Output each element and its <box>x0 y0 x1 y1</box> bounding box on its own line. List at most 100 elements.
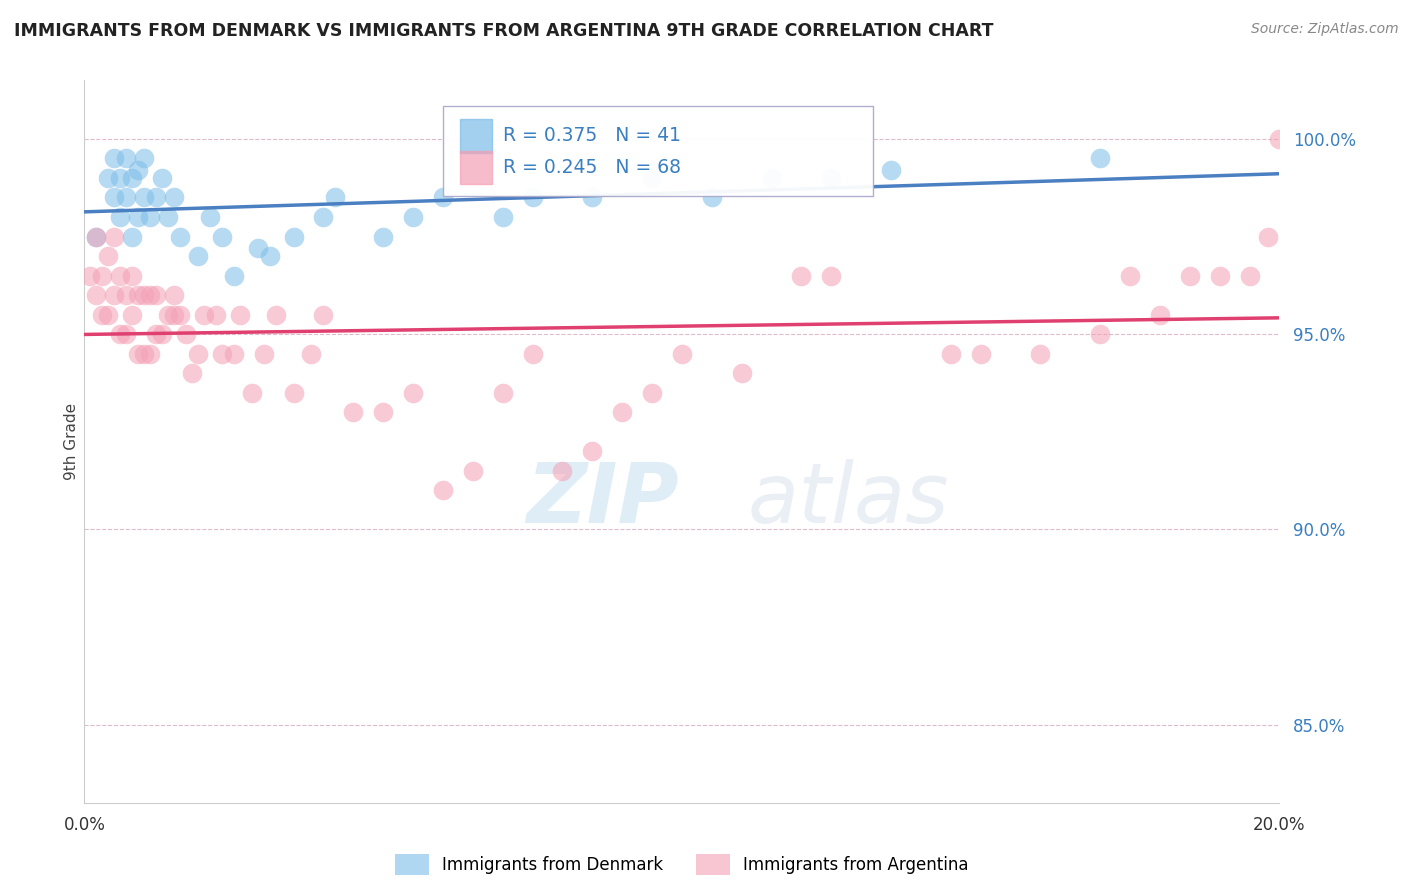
Point <box>127 288 149 302</box>
Point <box>402 210 425 224</box>
Point <box>139 288 162 302</box>
Point <box>145 327 167 342</box>
Point <box>115 190 138 204</box>
Point <box>145 190 167 204</box>
Point <box>222 268 245 283</box>
Point <box>157 308 180 322</box>
Point <box>283 385 305 400</box>
Point <box>1257 229 1279 244</box>
Point <box>222 346 245 360</box>
FancyBboxPatch shape <box>443 105 873 196</box>
Y-axis label: 9th Grade: 9th Grade <box>63 403 79 480</box>
Point <box>461 464 484 478</box>
Point <box>253 346 276 360</box>
Point <box>103 190 125 204</box>
Point <box>132 152 156 166</box>
Point <box>612 405 634 419</box>
Point <box>115 152 138 166</box>
Text: R = 0.375   N = 41: R = 0.375 N = 41 <box>503 127 681 145</box>
Point <box>145 288 167 302</box>
Point <box>163 288 186 302</box>
Point <box>103 152 125 166</box>
Point <box>761 170 783 185</box>
Point <box>211 346 233 360</box>
Point <box>169 229 191 244</box>
Point <box>432 190 454 204</box>
Point <box>139 210 162 224</box>
Point <box>402 385 425 400</box>
Point <box>312 308 335 322</box>
Point <box>86 229 108 244</box>
Point <box>551 464 574 478</box>
Point <box>110 210 132 224</box>
Point <box>820 268 842 283</box>
Point <box>1178 268 1201 283</box>
Point <box>283 229 305 244</box>
Point <box>671 346 693 360</box>
Point <box>970 346 993 360</box>
Point <box>110 170 132 185</box>
Legend: Immigrants from Denmark, Immigrants from Argentina: Immigrants from Denmark, Immigrants from… <box>388 847 976 881</box>
Point <box>86 288 108 302</box>
Point <box>641 170 664 185</box>
Text: atlas: atlas <box>748 458 949 540</box>
Point <box>939 346 962 360</box>
Point <box>1209 268 1232 283</box>
Point <box>110 268 132 283</box>
Point <box>373 229 395 244</box>
Point <box>121 170 143 185</box>
Point <box>97 249 120 263</box>
Point <box>246 241 269 255</box>
Point <box>581 444 603 458</box>
Point <box>641 385 664 400</box>
Point <box>312 210 335 224</box>
Point <box>373 405 395 419</box>
Point <box>103 288 125 302</box>
Point <box>240 385 263 400</box>
Point <box>150 170 173 185</box>
Point <box>91 308 114 322</box>
Point <box>1090 152 1112 166</box>
Point <box>163 190 186 204</box>
Point <box>181 366 204 380</box>
Point <box>325 190 347 204</box>
Point <box>880 163 903 178</box>
Text: ZIP: ZIP <box>527 458 679 540</box>
Point <box>115 327 138 342</box>
Text: IMMIGRANTS FROM DENMARK VS IMMIGRANTS FROM ARGENTINA 9TH GRADE CORRELATION CHART: IMMIGRANTS FROM DENMARK VS IMMIGRANTS FR… <box>14 22 994 40</box>
Point <box>132 346 156 360</box>
Point <box>264 308 287 322</box>
Text: R = 0.245   N = 68: R = 0.245 N = 68 <box>503 158 681 178</box>
Point <box>522 190 544 204</box>
Point <box>1090 327 1112 342</box>
Point <box>127 163 149 178</box>
Point <box>86 229 108 244</box>
Point <box>301 346 323 360</box>
Point <box>97 170 120 185</box>
Point <box>127 210 149 224</box>
Point <box>198 210 221 224</box>
Point <box>1149 308 1171 322</box>
Point <box>121 229 143 244</box>
Point <box>259 249 281 263</box>
Point <box>1239 268 1261 283</box>
Point <box>110 327 132 342</box>
Point <box>1268 132 1291 146</box>
Point <box>169 308 191 322</box>
Point <box>97 308 120 322</box>
Point <box>522 346 544 360</box>
Point <box>492 210 515 224</box>
Point <box>193 308 215 322</box>
FancyBboxPatch shape <box>460 120 492 153</box>
Point <box>121 308 143 322</box>
Point <box>492 385 515 400</box>
Point <box>163 308 186 322</box>
Point <box>132 190 156 204</box>
Point <box>103 229 125 244</box>
Point <box>229 308 252 322</box>
Point <box>91 268 114 283</box>
Point <box>127 346 149 360</box>
Point <box>1119 268 1142 283</box>
Point <box>132 288 156 302</box>
Point <box>187 249 209 263</box>
